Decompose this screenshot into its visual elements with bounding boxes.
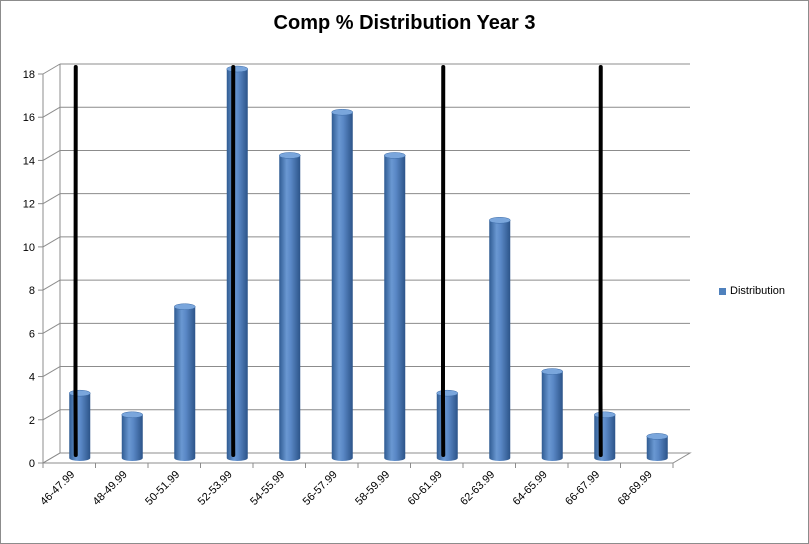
bar-top xyxy=(226,65,248,73)
bar-body xyxy=(436,393,458,461)
bar xyxy=(279,152,301,461)
annotation-line xyxy=(230,65,236,457)
y-tick-label: 10 xyxy=(23,242,35,254)
annotation-line xyxy=(440,65,446,457)
y-tick-label: 4 xyxy=(29,372,35,384)
bar xyxy=(331,108,353,461)
gridline-side xyxy=(42,279,61,291)
gridline-side xyxy=(42,452,61,464)
bar-top xyxy=(646,433,668,440)
x-tick-label: 64-65.99 xyxy=(511,469,550,508)
gridline-side xyxy=(42,150,61,161)
x-tick-label: 54-55.99 xyxy=(248,469,287,508)
x-tick-label: 68-69.99 xyxy=(616,469,655,508)
x-tick-label: 48-49.99 xyxy=(91,469,130,508)
bar-body xyxy=(594,414,616,461)
bar-top xyxy=(541,368,563,375)
legend-swatch xyxy=(719,287,726,295)
x-tick-label: 58-59.99 xyxy=(353,469,392,508)
bar-top xyxy=(384,152,406,159)
bar xyxy=(541,368,563,461)
bar-body xyxy=(331,112,353,461)
y-tick-label: 12 xyxy=(23,199,35,211)
gridline-side xyxy=(42,193,61,205)
y-tick-label: 6 xyxy=(29,328,35,340)
y-tick-label: 16 xyxy=(23,112,35,124)
chart-title: Comp % Distribution Year 3 xyxy=(273,12,536,34)
bar-top xyxy=(69,389,91,397)
bar-body xyxy=(226,69,248,461)
x-tick-label: 56-57.99 xyxy=(301,469,340,508)
bar-body xyxy=(174,306,196,461)
gridline-side xyxy=(42,106,61,118)
bar xyxy=(121,411,143,461)
bar-body xyxy=(279,155,301,461)
x-tick-label: 60-61.99 xyxy=(406,469,445,508)
gridline-side xyxy=(42,322,61,334)
bar-body xyxy=(541,371,563,461)
bar xyxy=(69,389,91,461)
bar-body xyxy=(384,155,406,461)
bar xyxy=(384,152,406,461)
gridline-side xyxy=(42,236,61,248)
bar-top xyxy=(174,303,196,310)
y-tick-label: 0 xyxy=(29,458,35,470)
y-tick-label: 2 xyxy=(29,415,35,427)
bar xyxy=(489,217,511,461)
bar-top xyxy=(436,389,458,397)
gridline-side xyxy=(42,409,61,421)
bar-top xyxy=(331,108,353,116)
annotation-line xyxy=(598,65,604,457)
legend-label: Distribution xyxy=(730,285,786,297)
x-tick-label: 52-53.99 xyxy=(196,469,235,508)
gridline-side xyxy=(42,366,61,377)
bar-body xyxy=(121,414,143,461)
x-tick-label: 66-67.99 xyxy=(563,469,602,508)
bar xyxy=(226,65,248,461)
x-tick-label: 50-51.99 xyxy=(143,469,182,508)
bar-top xyxy=(279,152,301,159)
bar xyxy=(594,411,616,461)
bar-top xyxy=(121,411,143,419)
bar-top xyxy=(594,411,616,419)
gridline-side xyxy=(42,63,61,75)
bar-body xyxy=(646,436,668,461)
y-tick-label: 14 xyxy=(23,155,35,167)
y-tick-label: 18 xyxy=(23,69,35,81)
x-tick-label: 62-63.99 xyxy=(458,469,497,508)
legend: Distribution xyxy=(719,285,785,297)
y-tick-label: 8 xyxy=(29,285,35,297)
bar xyxy=(174,303,196,461)
bar xyxy=(646,433,668,461)
annotation-line xyxy=(73,65,79,457)
x-tick-label: 46-47.99 xyxy=(38,469,77,508)
bar-body xyxy=(489,220,511,461)
bar-top xyxy=(489,217,511,224)
bar-body xyxy=(69,393,91,461)
bar xyxy=(436,389,458,461)
